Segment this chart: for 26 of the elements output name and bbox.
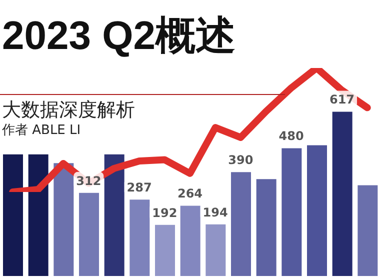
bar	[307, 145, 327, 276]
bar	[28, 154, 48, 276]
bar	[104, 154, 124, 276]
chart-title: 2023 Q2概述	[2, 13, 236, 60]
bar	[256, 179, 276, 276]
bar	[358, 185, 378, 276]
data-label: 192	[152, 206, 178, 220]
data-label: 390	[228, 153, 254, 168]
annotation: 作者 ABLE LI	[2, 122, 81, 139]
bar	[79, 192, 99, 276]
data-label: 312	[76, 174, 102, 188]
chart-subtitle: 大数据深度解析	[2, 98, 135, 123]
bar	[130, 200, 150, 276]
bar	[54, 163, 74, 276]
data-label: 194	[202, 205, 228, 220]
data-label: 264	[177, 186, 203, 201]
bar	[332, 112, 352, 276]
bar	[206, 224, 226, 276]
bar	[231, 172, 251, 276]
bar	[180, 206, 200, 276]
data-label: 617	[329, 92, 355, 107]
bar	[3, 154, 23, 276]
data-label: 480	[278, 129, 304, 144]
data-label: 287	[126, 180, 152, 195]
bar	[155, 224, 175, 276]
bar	[282, 148, 302, 276]
